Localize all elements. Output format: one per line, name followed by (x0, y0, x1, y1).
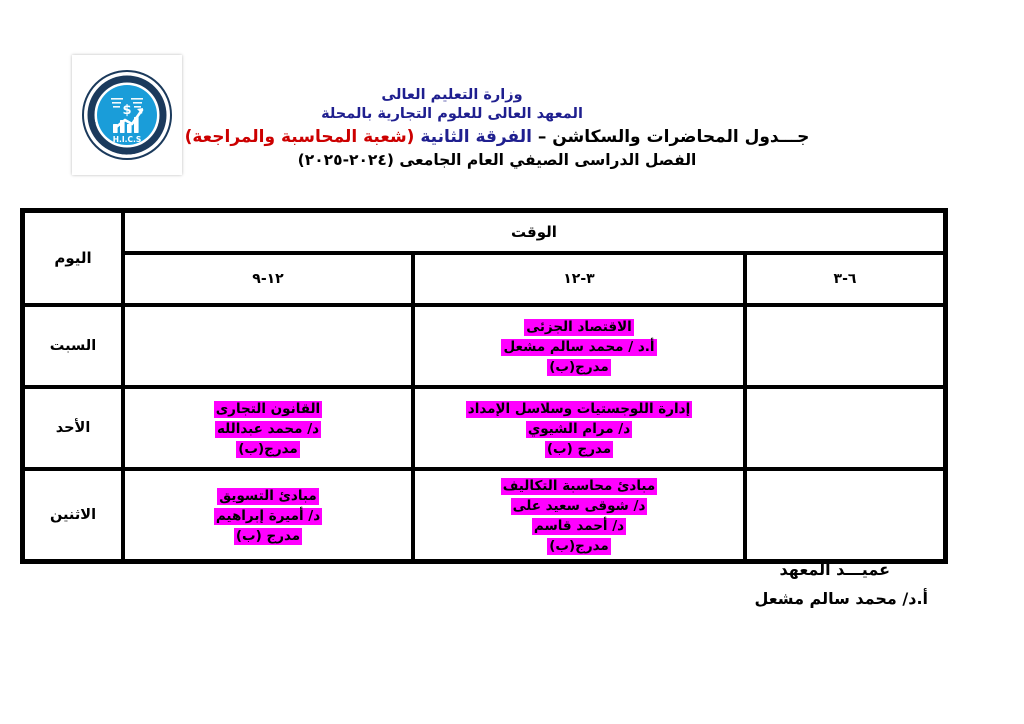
class-line: مدرج(ب) (547, 537, 611, 555)
class-line: مدرج (ب) (233, 527, 303, 545)
slot-header-3-12: ٣-١٢ (413, 253, 745, 305)
day-cell-sunday: الأحد (23, 387, 123, 469)
table-row: إدارة اللوجستيات وسلاسل الإمداد د/ مرام ا… (23, 387, 945, 469)
class-cell-sunday-6-3[interactable] (745, 387, 945, 469)
class-cell-saturday-3-12[interactable]: الاقتصاد الجزئى أ.د / محمد سالم مشعل مدرج(… (413, 305, 745, 387)
table-header-row-time: الوقت اليوم (23, 211, 945, 305)
class-line: القانون التجارى (213, 401, 323, 418)
class-line: د/ مرام الشيوي (525, 421, 633, 438)
table-row: الاقتصاد الجزئى أ.د / محمد سالم مشعل مدرج(… (23, 305, 945, 387)
time-header-cell: الوقت (123, 211, 945, 253)
table-header-row-slots: ٦-٣ ٣-١٢ ١٢-٩ (23, 253, 945, 305)
ministry-line: وزارة التعليم العالى (381, 87, 523, 103)
slot-header-12-9: ١٢-٩ (123, 253, 413, 305)
schedule-table-container: الوقت اليوم ٦-٣ ٣-١٢ ١٢-٩ الاقتصاد الجزئ… (20, 208, 948, 564)
schedule-title-department: (شعبة المحاسبة والمراجعة) (184, 127, 415, 148)
hics-emblem-icon: $ H.I.C.S (82, 70, 172, 160)
schedule-title-line: جـــدول المحاضرات والسكاشن – الفرقة الثا… (0, 126, 1024, 148)
class-cell-sunday-12-9[interactable]: القانون التجارى د/ محمد عبدالله مدرج(ب) (123, 387, 413, 469)
svg-text:$: $ (122, 103, 131, 118)
document-footer: عميـــد المعهد أ.د/ محمد سالم مشعل (754, 560, 928, 608)
class-line: الاقتصاد الجزئى (524, 319, 634, 336)
schedule-title-black: جـــدول المحاضرات والسكاشن – (537, 127, 810, 148)
class-cell-saturday-12-9[interactable] (123, 305, 413, 387)
academic-term-line: الفصل الدراسى الصيفي العام الجامعى (٢٠٢٤… (297, 150, 697, 169)
class-cell-sunday-3-12[interactable]: إدارة اللوجستيات وسلاسل الإمداد د/ مرام ا… (413, 387, 745, 469)
class-line: د/ شوقى سعيد على (510, 498, 648, 515)
day-header-cell: اليوم (23, 211, 123, 305)
class-cell-monday-12-9[interactable]: مبادئ التسويق د/ أميرة إبراهيم مدرج (ب) (123, 469, 413, 561)
day-cell-monday: الاثنين (23, 469, 123, 561)
document-header: $ H.I.C.S وزارة التعليم العالى المعهد ال… (0, 0, 1024, 205)
class-line: د/ أميرة إبراهيم (213, 508, 323, 525)
logo-acronym: H.I.C.S (113, 135, 142, 144)
class-line: د/ أحمد قاسم (531, 518, 627, 535)
class-line: أ.د / محمد سالم مشعل (501, 339, 657, 356)
institute-logo: $ H.I.C.S (72, 55, 182, 175)
class-line: مبادئ محاسبة التكاليف (500, 478, 658, 496)
class-line: إدارة اللوجستيات وسلاسل الإمداد (465, 401, 693, 418)
table-row: مبادئ محاسبة التكاليف د/ شوقى سعيد على د/ … (23, 469, 945, 561)
class-cell-monday-6-3[interactable] (745, 469, 945, 561)
schedule-table: الوقت اليوم ٦-٣ ٣-١٢ ١٢-٩ الاقتصاد الجزئ… (20, 208, 948, 564)
class-line: مدرج(ب) (547, 358, 611, 376)
class-line: مبادئ التسويق (217, 488, 319, 505)
dean-name: أ.د/ محمد سالم مشعل (754, 589, 928, 608)
class-line: د/ محمد عبدالله (214, 421, 322, 438)
dean-title: عميـــد المعهد (779, 560, 890, 579)
class-line: مدرج(ب) (236, 440, 300, 458)
class-cell-monday-3-12[interactable]: مبادئ محاسبة التكاليف د/ شوقى سعيد على د/ … (413, 469, 745, 561)
schedule-title-year: الفرقة الثانية (420, 127, 532, 148)
class-line: مدرج (ب) (544, 440, 614, 458)
day-cell-saturday: السبت (23, 305, 123, 387)
slot-header-6-3: ٦-٣ (745, 253, 945, 305)
class-cell-saturday-6-3[interactable] (745, 305, 945, 387)
institute-line: المعهد العالى للعلوم التجارية بالمحلة (321, 106, 583, 123)
